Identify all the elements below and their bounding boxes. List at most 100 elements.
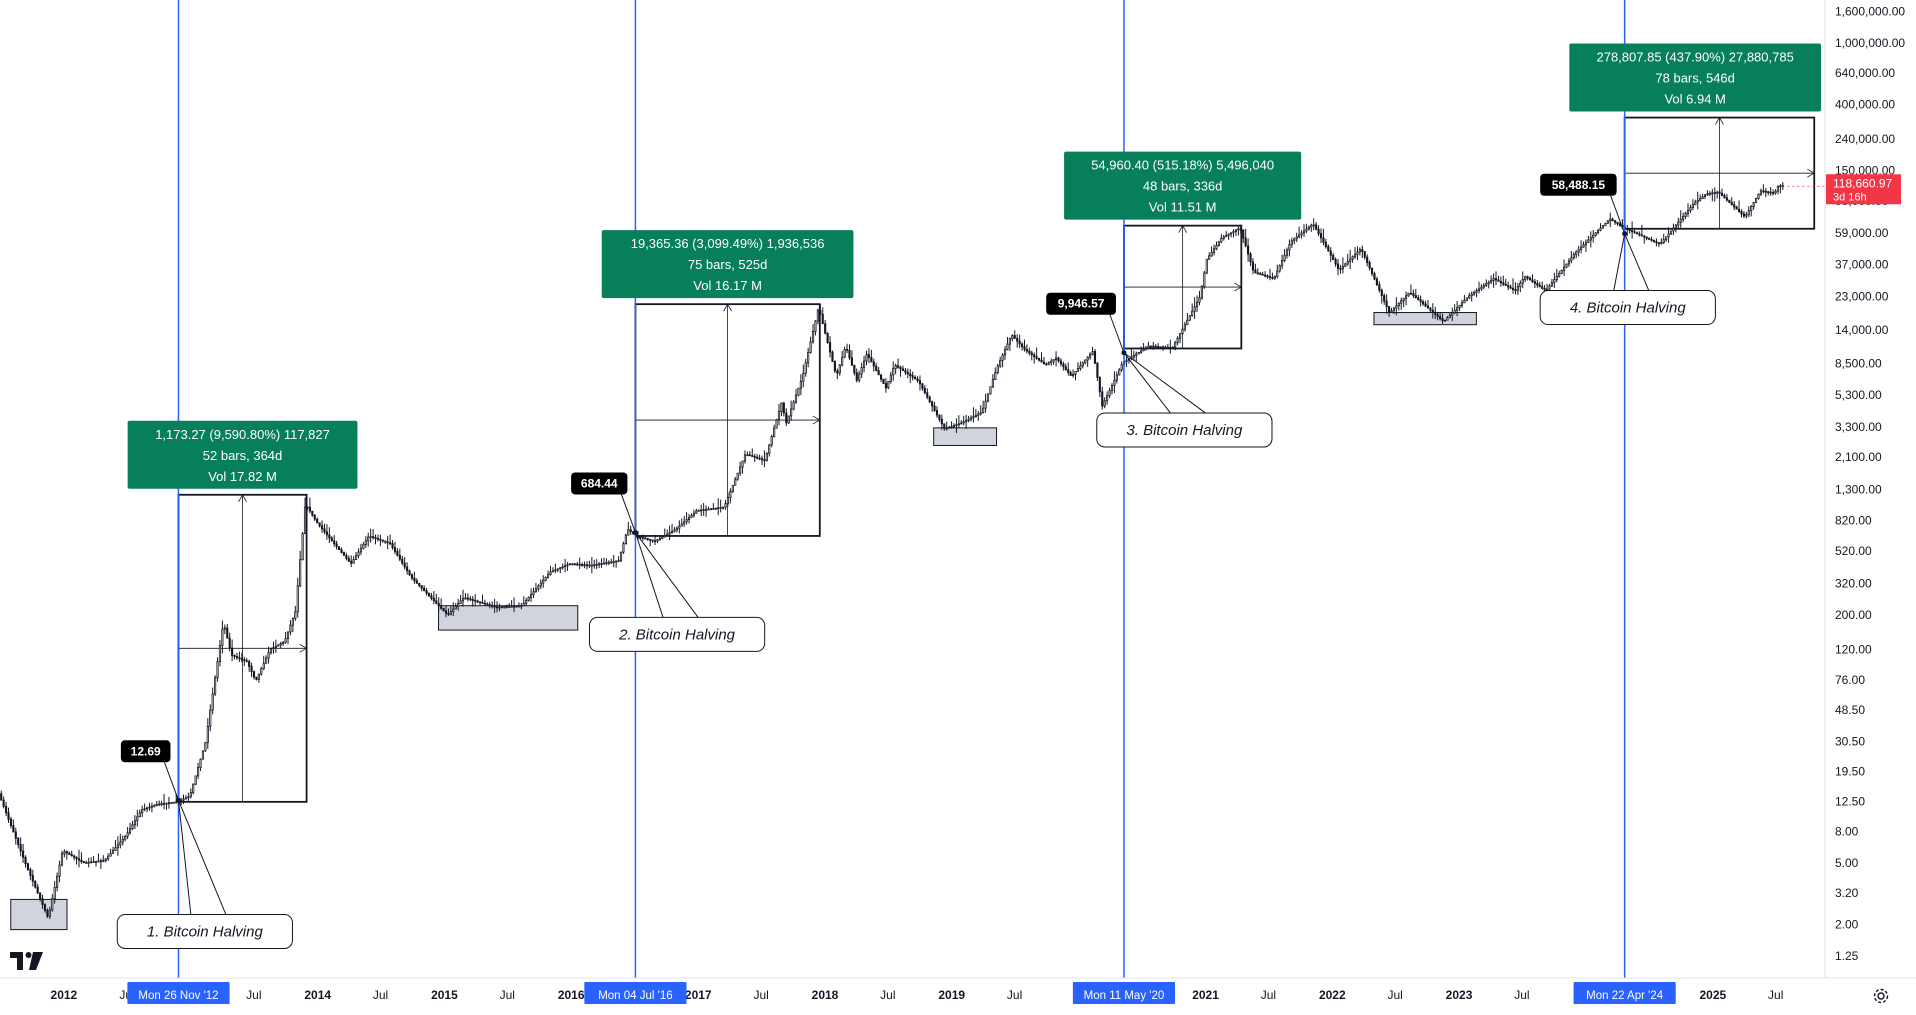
candle-down (1028, 350, 1031, 354)
candle-up (862, 360, 866, 368)
candle-up (977, 413, 980, 416)
price-axis-label: 76.00 (1835, 673, 1865, 687)
candle-up (1779, 185, 1782, 188)
candle-up (194, 775, 197, 785)
candle-up (1055, 357, 1058, 360)
candle-down (1166, 346, 1169, 349)
candle-up (1225, 234, 1228, 238)
candle-down (1018, 340, 1021, 345)
candle-down (897, 365, 900, 368)
price-axis-label: 5,300.00 (1835, 388, 1882, 402)
measure-arrow-up (1178, 224, 1187, 233)
candle-up (1186, 319, 1189, 326)
candle-up (726, 497, 730, 504)
candle-up (1694, 201, 1697, 206)
candle-down (646, 538, 649, 541)
candle-down (75, 856, 78, 860)
price-axis-label: 8,500.00 (1835, 356, 1882, 370)
candle-up (1300, 232, 1303, 236)
candle-down (1266, 275, 1269, 278)
candle-up (816, 310, 819, 322)
measure-arrow-right (1234, 282, 1243, 292)
candle-up (1195, 301, 1199, 308)
candle-down (943, 423, 946, 429)
candle-up (216, 661, 219, 679)
halving-price-tag-text: 58,488.15 (1552, 178, 1606, 192)
candle-up (111, 850, 115, 854)
candle-down (940, 418, 943, 425)
candle-up (1750, 206, 1753, 212)
candle-down (1511, 287, 1515, 291)
price-axis-label: 640,000.00 (1835, 66, 1895, 80)
candle-up (1402, 297, 1405, 302)
time-axis-label: 2012 (51, 988, 78, 1002)
candle-up (1665, 236, 1668, 241)
candle-down (872, 361, 875, 367)
candle-down (1526, 276, 1529, 279)
candle-up (695, 510, 698, 514)
candle-up (1473, 291, 1476, 295)
candle-down (493, 605, 496, 608)
candle-up (1565, 263, 1568, 268)
candle-up (549, 571, 552, 575)
candle-down (1067, 369, 1070, 373)
candle-down (1098, 377, 1101, 393)
candle-down (252, 671, 256, 678)
candle-up (1217, 241, 1220, 246)
candle-down (231, 647, 234, 656)
candles (0, 182, 1784, 920)
candle-down (1334, 259, 1337, 265)
candle-up (1011, 335, 1014, 340)
measure-info-text: 19,365.36 (3,099.49%) 1,936,536 (631, 236, 825, 251)
candle-up (1577, 249, 1580, 253)
candle-up (680, 523, 683, 527)
halving-callout (1096, 412, 1273, 448)
price-axis-label: 1,300.00 (1835, 482, 1882, 496)
candle-down (1626, 227, 1629, 230)
candle-up (197, 767, 200, 777)
candle-down (1030, 352, 1033, 356)
candle-up (972, 416, 975, 419)
time-axis-label: 2023 (1446, 988, 1473, 1002)
candle-up (1176, 337, 1179, 344)
candle-up (109, 852, 112, 857)
candle-up (189, 792, 192, 798)
candle-down (427, 592, 431, 597)
candle-up (124, 836, 127, 840)
price-axis-label: 3,300.00 (1835, 420, 1882, 434)
candle-down (923, 387, 926, 394)
candle-down (855, 372, 858, 381)
candle-up (1703, 194, 1707, 198)
settings-gear-icon[interactable] (1872, 987, 1890, 1005)
halving-date-label (584, 982, 687, 1004)
candle-up (1451, 312, 1454, 316)
candle-up (1188, 315, 1191, 321)
candle-down (763, 459, 766, 461)
candle-up (804, 362, 807, 374)
candle-down (1033, 354, 1036, 358)
price-axis-label: 23,000.00 (1835, 289, 1889, 303)
candle-up (1713, 192, 1716, 194)
candle-down (389, 542, 392, 545)
candle-down (899, 366, 902, 370)
candle-down (751, 455, 754, 457)
candle-down (1244, 237, 1247, 247)
candle-down (1096, 362, 1099, 378)
candle-up (1776, 186, 1780, 192)
tradingview-logo-icon[interactable] (10, 950, 44, 970)
candle-down (651, 539, 654, 542)
candle-up (449, 611, 452, 615)
candle-up (1458, 304, 1461, 309)
candle-up (530, 594, 533, 598)
candle-down (337, 546, 341, 551)
candle-up (1453, 309, 1456, 314)
candle-up (282, 641, 285, 644)
candle-down (345, 555, 348, 559)
halving-price-tag-text: 12.69 (131, 744, 161, 758)
candle-down (585, 564, 589, 567)
halving-date-text: Mon 11 May '20 (1084, 990, 1165, 1002)
candle-up (1084, 359, 1087, 364)
candle-up (1405, 295, 1408, 299)
